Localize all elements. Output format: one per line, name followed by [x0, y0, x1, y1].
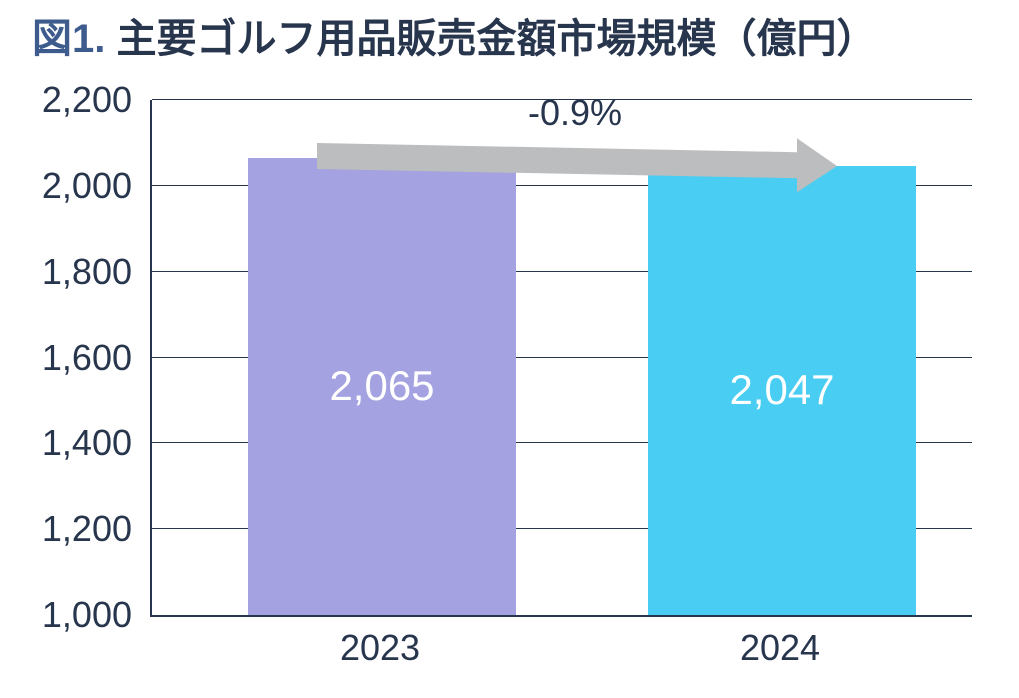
y-tick-label: 2,200 [0, 79, 132, 121]
y-tick-label: 1,600 [0, 337, 132, 379]
y-tick-label: 1,000 [0, 594, 132, 636]
change-arrow [152, 100, 972, 615]
chart-title-main: 主要ゴルフ用品販売金額市場規模（億円） [116, 17, 876, 61]
y-tick-label: 1,200 [0, 508, 132, 550]
y-tick-label: 1,800 [0, 251, 132, 293]
chart-title: 図1. 主要ゴルフ用品販売金額市場規模（億円） [32, 6, 876, 64]
change-label: -0.9% [528, 92, 622, 134]
x-tick-label: 2023 [246, 627, 514, 669]
y-tick-label: 2,000 [0, 165, 132, 207]
y-tick-label: 1,400 [0, 422, 132, 464]
chart-plot-area: 2,0652,047 [150, 100, 972, 617]
chart-title-prefix: 図1. [32, 17, 116, 61]
x-tick-label: 2024 [646, 627, 914, 669]
